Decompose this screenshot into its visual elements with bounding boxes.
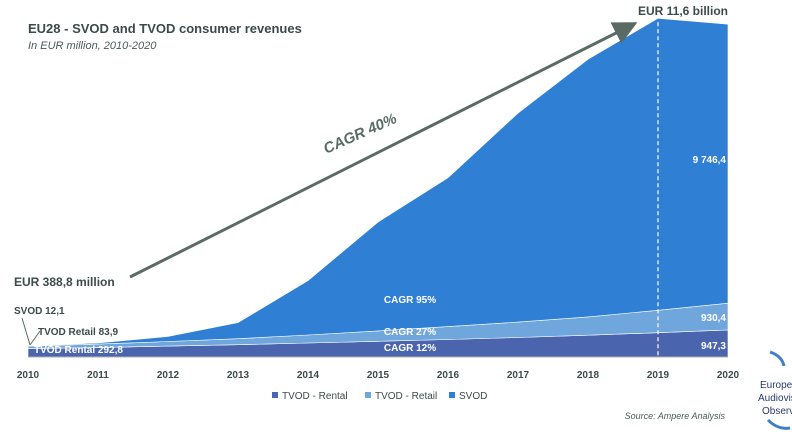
x-tick-label: 2016 xyxy=(437,370,460,381)
legend: TVOD - Rental TVOD - Retail SVOD xyxy=(272,391,487,402)
legend-swatch xyxy=(449,392,455,398)
x-tick-label: 2012 xyxy=(157,370,180,381)
x-tick-label: 2010 xyxy=(17,370,40,381)
end-retail-label: 930,4 xyxy=(701,313,726,324)
start-rental-label: TVOD Rental 292,8 xyxy=(34,345,123,356)
cagr-svod-label: CAGR 95% xyxy=(384,295,436,306)
cagr-arrow xyxy=(129,22,638,279)
start-total-label: EUR 388,8 million xyxy=(14,275,115,289)
legend-label: TVOD - Rental xyxy=(282,391,348,402)
cagr-retail-label: CAGR 27% xyxy=(384,327,436,338)
chart-title: EU28 - SVOD and TVOD consumer revenues xyxy=(28,21,302,36)
svod-leader-line xyxy=(21,317,31,346)
logo-arc-icon xyxy=(769,350,786,367)
source-note: Source: Ampere Analysis xyxy=(625,411,726,421)
x-tick-label: 2018 xyxy=(577,370,600,381)
start-svod-label: SVOD 12,1 xyxy=(14,306,65,317)
x-tick-label: 2011 xyxy=(87,370,109,381)
logo-line2: Audiovisu xyxy=(758,393,792,404)
x-tick-label: 2017 xyxy=(507,370,530,381)
end-total-label: EUR 11,6 billion xyxy=(638,4,728,18)
x-tick-label: 2019 xyxy=(647,370,670,381)
observatory-logo: European Audiovisu Observ xyxy=(758,350,792,430)
logo-line1: European xyxy=(760,380,792,391)
legend-label: SVOD xyxy=(459,391,487,402)
x-tick-label: 2014 xyxy=(297,370,320,381)
cagr-rental-label: CAGR 12% xyxy=(384,343,436,354)
x-tick-label: 2013 xyxy=(227,370,250,381)
chart-subtitle: In EUR million, 2010-2020 xyxy=(28,40,157,52)
cagr-total-label: CAGR 40% xyxy=(321,110,399,157)
logo-arc-bottom-icon xyxy=(766,418,791,430)
x-tick-label: 2015 xyxy=(367,370,390,381)
retail-leader-line xyxy=(29,330,41,346)
legend-swatch xyxy=(272,392,278,398)
legend-label: TVOD - Retail xyxy=(375,391,437,402)
areas xyxy=(27,17,729,358)
end-rental-label: 947,3 xyxy=(701,341,726,352)
x-tick-label: 2020 xyxy=(717,370,740,381)
logo-line3: Observ xyxy=(762,406,792,417)
legend-swatch xyxy=(365,392,371,398)
end-svod-label: 9 746,4 xyxy=(693,155,727,166)
start-retail-label: TVOD Retail 83,9 xyxy=(38,327,118,338)
x-ticks: 2010 2011 2012 2013 2014 2015 2016 2017 2018 2019… xyxy=(17,370,740,381)
area-series-2 xyxy=(27,17,729,347)
